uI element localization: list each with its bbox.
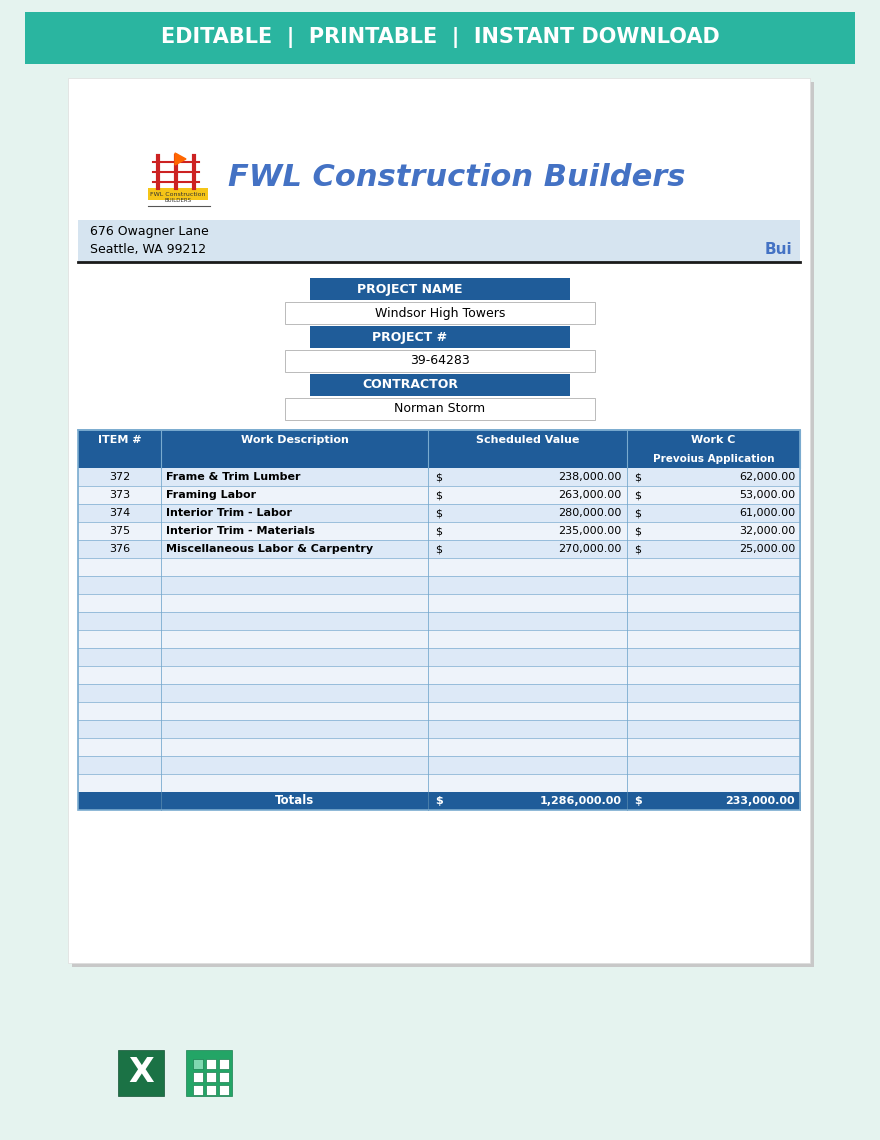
Text: Framing Labor: Framing Labor	[166, 490, 256, 500]
Bar	[78, 220, 800, 262]
Bar	[78, 756, 800, 774]
Text: $: $	[436, 796, 443, 806]
Text: Seattle, WA 99212: Seattle, WA 99212	[90, 244, 206, 256]
Text: 373: 373	[109, 490, 130, 500]
Text: 263,000.00: 263,000.00	[559, 490, 621, 500]
Bar	[193, 1085, 203, 1096]
Text: 61,000.00: 61,000.00	[739, 508, 795, 518]
Bar	[193, 1059, 203, 1069]
Bar	[78, 594, 800, 612]
Bar	[72, 82, 814, 967]
Bar	[186, 1050, 232, 1096]
Text: $: $	[634, 796, 642, 806]
Text: X: X	[128, 1057, 154, 1090]
Text: BUILDERS: BUILDERS	[165, 197, 192, 203]
Bar	[193, 1072, 203, 1082]
Text: $: $	[436, 508, 442, 518]
Text: 372: 372	[109, 472, 130, 482]
Text: Prevoius Application: Prevoius Application	[653, 454, 774, 464]
Text: 39-64283: 39-64283	[410, 355, 470, 367]
Text: 53,000.00: 53,000.00	[739, 490, 795, 500]
Text: EDITABLE  |  PRINTABLE  |  INSTANT DOWNLOAD: EDITABLE | PRINTABLE | INSTANT DOWNLOAD	[161, 27, 719, 49]
Text: 238,000.00: 238,000.00	[558, 472, 621, 482]
Text: PROJECT NAME: PROJECT NAME	[357, 283, 463, 295]
Bar	[219, 1072, 229, 1082]
Text: 280,000.00: 280,000.00	[558, 508, 621, 518]
Bar	[78, 469, 800, 486]
Text: Interior Trim - Materials: Interior Trim - Materials	[166, 526, 315, 536]
Bar	[78, 738, 800, 756]
Text: 235,000.00: 235,000.00	[559, 526, 621, 536]
Text: $: $	[436, 490, 442, 500]
Text: 233,000.00: 233,000.00	[725, 796, 795, 806]
Text: 32,000.00: 32,000.00	[738, 526, 795, 536]
Bar	[78, 792, 800, 811]
Text: Scheduled Value: Scheduled Value	[476, 435, 579, 445]
Bar	[285, 350, 595, 372]
Text: $: $	[634, 508, 641, 518]
Text: Work Description: Work Description	[240, 435, 348, 445]
Bar	[78, 666, 800, 684]
Bar	[78, 522, 800, 540]
Text: 376: 376	[109, 544, 130, 554]
Text: Norman Storm: Norman Storm	[394, 402, 486, 415]
Text: Miscellaneous Labor & Carpentry: Miscellaneous Labor & Carpentry	[166, 544, 373, 554]
Bar	[148, 188, 208, 200]
Text: FWL Construction: FWL Construction	[150, 192, 206, 196]
Text: Interior Trim - Labor: Interior Trim - Labor	[166, 508, 292, 518]
Text: 62,000.00: 62,000.00	[738, 472, 795, 482]
Text: $: $	[436, 526, 442, 536]
Text: $: $	[634, 472, 641, 482]
Text: Bui: Bui	[765, 243, 792, 258]
Bar	[78, 430, 800, 811]
Text: 676 Owagner Lane: 676 Owagner Lane	[90, 226, 209, 238]
Bar	[78, 612, 800, 630]
Bar	[310, 326, 570, 348]
Text: 375: 375	[109, 526, 130, 536]
Text: Windsor High Towers: Windsor High Towers	[375, 307, 505, 319]
Bar	[78, 774, 800, 792]
Bar	[285, 302, 595, 324]
Text: 25,000.00: 25,000.00	[738, 544, 795, 554]
Bar	[78, 630, 800, 648]
Bar	[78, 557, 800, 576]
Text: 374: 374	[109, 508, 130, 518]
Bar	[206, 1072, 216, 1082]
Text: $: $	[436, 472, 442, 482]
Bar	[25, 13, 855, 64]
Text: Frame & Trim Lumber: Frame & Trim Lumber	[166, 472, 301, 482]
Bar	[68, 78, 810, 963]
Bar	[285, 398, 595, 420]
Text: Work C: Work C	[691, 435, 736, 445]
Bar	[118, 1050, 164, 1096]
Text: Totals: Totals	[275, 795, 314, 807]
Bar	[310, 374, 570, 396]
Bar	[78, 648, 800, 666]
Bar	[219, 1085, 229, 1096]
Text: $: $	[634, 490, 641, 500]
Bar	[78, 450, 800, 469]
Bar	[78, 684, 800, 702]
Bar	[219, 1059, 229, 1069]
Bar	[78, 430, 800, 450]
Bar	[78, 540, 800, 557]
Bar	[78, 576, 800, 594]
Bar	[78, 720, 800, 738]
Bar	[206, 1059, 216, 1069]
Text: ITEM #: ITEM #	[98, 435, 142, 445]
Bar	[310, 278, 570, 300]
Bar	[78, 486, 800, 504]
Bar	[206, 1085, 216, 1096]
Text: $: $	[634, 544, 641, 554]
Polygon shape	[175, 153, 186, 165]
Text: CONTRACTOR: CONTRACTOR	[362, 378, 458, 391]
Text: $: $	[634, 526, 641, 536]
Text: 1,286,000.00: 1,286,000.00	[539, 796, 621, 806]
Text: 270,000.00: 270,000.00	[558, 544, 621, 554]
Bar	[78, 504, 800, 522]
Text: FWL Construction Builders: FWL Construction Builders	[228, 163, 686, 193]
Text: PROJECT #: PROJECT #	[372, 331, 448, 343]
Text: $: $	[436, 544, 442, 554]
Bar	[78, 702, 800, 720]
